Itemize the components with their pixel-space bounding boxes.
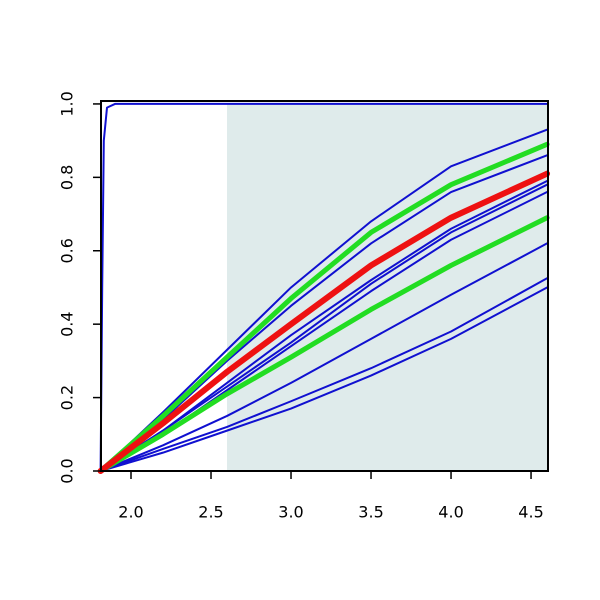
- line-series: [98, 141, 550, 474]
- line-series: [99, 286, 549, 472]
- y-tick-label: 0.6: [58, 238, 77, 263]
- x-tick-label: 2.0: [118, 503, 143, 522]
- y-tick-label: 0.2: [58, 385, 77, 410]
- y-tick-label: 0.4: [58, 311, 77, 336]
- line-series: [99, 277, 549, 472]
- x-tick-label: 4.5: [518, 503, 543, 522]
- x-tick-label: 3.0: [278, 503, 303, 522]
- plot-frame: [100, 100, 549, 472]
- line-series: [99, 183, 549, 472]
- y-tick-label: 0.0: [58, 458, 77, 483]
- line-series: [98, 215, 550, 474]
- x-tick-label: 3.5: [358, 503, 383, 522]
- shaded-region: [227, 103, 548, 471]
- y-tick-label: 0.8: [58, 165, 77, 190]
- line-series: [99, 128, 549, 472]
- line-series: [99, 242, 549, 472]
- x-tick-label: 2.5: [198, 503, 223, 522]
- y-tick-label: 1.0: [58, 91, 77, 116]
- x-tick-label: 4.0: [438, 503, 463, 522]
- line-series: [97, 170, 551, 474]
